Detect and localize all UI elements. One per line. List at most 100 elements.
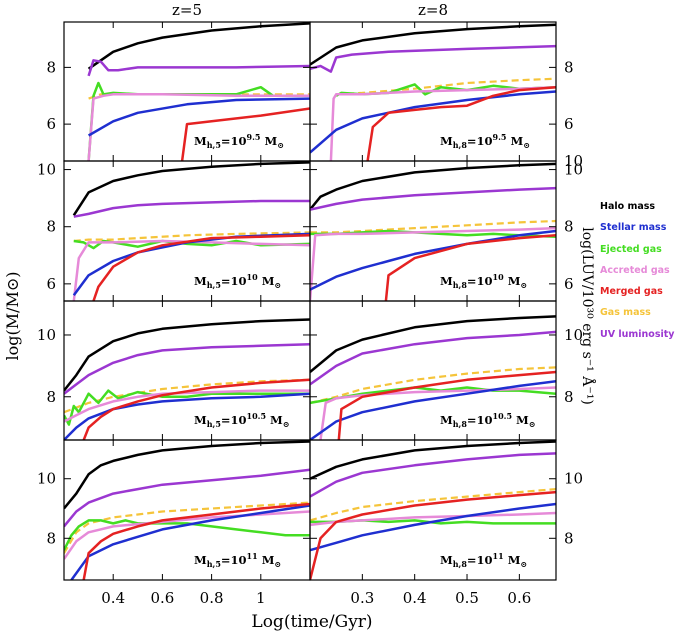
series-line-stellar: [70, 504, 310, 580]
series-line-accreted: [319, 386, 556, 440]
mass-annotation: Mh,5=109.5 M⊙: [194, 132, 284, 150]
series-line-merged: [310, 490, 556, 580]
panel-3-0: 0.4 0.6 0.8 1 8 10 Mh,5=1011 M⊙: [37, 439, 311, 607]
series-line-halo: [64, 440, 310, 510]
y-axis-label-left: log(M/M⊙): [3, 271, 22, 360]
mass-annotation: Mh,5=1010 M⊙: [194, 272, 281, 290]
series-line-stellar: [310, 380, 556, 440]
series-line-halo: [72, 161, 310, 216]
y-tick-label: 8: [46, 58, 56, 76]
series-line-uv: [64, 468, 310, 528]
panel-0-1: 6 8 z=8 Mh,8=109.5 M⊙: [309, 1, 574, 162]
mass-annotation: Mh,8=1010.5 M⊙: [440, 411, 535, 429]
series-line-gas: [310, 366, 556, 404]
x-tick-label: 0.4: [101, 589, 125, 607]
series-line-uv: [310, 44, 556, 73]
panel-1-0: 6 8 10 Mh,5=1010 M⊙: [37, 160, 311, 302]
panel-2-0: 8 10 Mh,5=1010.5 M⊙: [37, 300, 311, 441]
series-line-halo: [64, 318, 310, 392]
series-line-uv: [73, 199, 310, 218]
x-tick-label: 0.5: [455, 589, 479, 607]
panel-1-1: 6 8 10 Mh,8=1010 M⊙: [309, 160, 583, 302]
y-tick-label-right: 8: [564, 388, 574, 406]
panel-frame: [309, 439, 557, 581]
series-line-merged: [337, 370, 556, 440]
series-line-uv: [87, 59, 310, 77]
y-tick-label-right: 6: [564, 275, 574, 293]
series-line-ejected: [73, 239, 310, 250]
legend-item-uv: UV luminosity: [600, 328, 675, 340]
legend-item-stellar: Stellar mass: [600, 222, 667, 234]
mass-annotation: Mh,5=1011 M⊙: [194, 551, 281, 569]
panel-series: [310, 162, 556, 301]
y-tick-label: 8: [46, 388, 56, 406]
panel-0-0: 6 8 z=5 Mh,5=109.5 M⊙: [46, 1, 311, 162]
series-line-uv: [310, 452, 556, 498]
series-line-gas: [64, 378, 310, 414]
panel-series: [87, 22, 310, 161]
panels-layer: 68z=5Mh,5=109.5 M⊙68z=8Mh,8=109.5 M⊙6810…: [37, 1, 583, 607]
x-tick-label: 0.8: [200, 589, 224, 607]
y-tick-label-right: 8: [564, 218, 574, 236]
series-line-stellar: [64, 392, 310, 440]
legend-item-ejected: Ejected gas: [600, 243, 662, 255]
legend-item-merged: Merged gas: [600, 286, 663, 298]
y-tick-label: 6: [46, 275, 56, 293]
panel-2-1: 8 10 Mh,8=1010.5 M⊙: [309, 300, 583, 441]
x-tick-label: 0.3: [350, 589, 374, 607]
series-line-stellar: [310, 502, 556, 552]
mass-annotation: Mh,8=1010 M⊙: [440, 272, 527, 290]
series-line-accreted: [64, 389, 310, 423]
x-tick-label: 0.6: [150, 589, 174, 607]
series-line-accreted: [72, 239, 310, 301]
series-line-merged: [92, 234, 310, 301]
series-line-halo: [310, 315, 556, 373]
panel-series: [72, 161, 310, 301]
series-line-accreted: [310, 226, 556, 301]
y-tick-label-right: 6: [564, 115, 574, 133]
panel-title: z=5: [172, 1, 202, 19]
y-tick-label: 8: [46, 218, 56, 236]
series-line-accreted: [87, 93, 310, 161]
series-line-halo: [310, 440, 556, 480]
panel-title: z=8: [418, 1, 448, 19]
series-line-uv: [310, 330, 556, 386]
series-line-stellar: [310, 90, 556, 154]
y-tick-label-right: 10: [564, 161, 583, 179]
legend: Halo mass Stellar mass Ejected gas Accre…: [600, 196, 678, 345]
y-tick-label: 8: [46, 529, 56, 547]
series-line-halo: [310, 162, 556, 211]
mass-annotation: Mh,8=109.5 M⊙: [440, 132, 530, 150]
series-line-ejected: [64, 389, 310, 426]
panel-series: [310, 315, 556, 440]
x-tick-label: 1: [256, 589, 266, 607]
x-tick-label: 0.4: [403, 589, 427, 607]
series-line-gas: [336, 77, 556, 96]
series-line-halo: [310, 23, 556, 66]
series-line-uv: [64, 342, 310, 395]
y-tick-label-right: 10: [564, 152, 583, 170]
y-tick-label: 10: [37, 326, 56, 344]
y-tick-label: 10: [37, 161, 56, 179]
y-tick-label-right: 8: [564, 58, 574, 76]
series-line-gas: [73, 231, 310, 243]
y-tick-label-right: 8: [564, 529, 574, 547]
panel-series: [310, 23, 556, 161]
panel-3-1: 0.3 0.4 0.5 0.6 8 10 Mh,8=1011 M⊙: [309, 439, 583, 607]
series-line-merged: [384, 234, 556, 301]
series-line-gas: [310, 219, 556, 234]
legend-item-halo: Halo mass: [600, 201, 656, 212]
series-line-merged: [366, 85, 556, 161]
series-line-merged: [82, 502, 310, 580]
series-line-halo: [87, 22, 310, 70]
mass-annotation: Mh,8=1011 M⊙: [440, 551, 527, 569]
series-line-stellar: [87, 97, 310, 137]
y-tick-label-right: 10: [564, 326, 583, 344]
series-line-stellar: [310, 229, 556, 291]
series-line-uv: [310, 186, 556, 211]
panel-series: [64, 440, 310, 580]
legend-item-accreted: Accreted gas: [600, 264, 670, 276]
panel-series: [64, 318, 310, 440]
series-line-merged: [180, 107, 310, 161]
